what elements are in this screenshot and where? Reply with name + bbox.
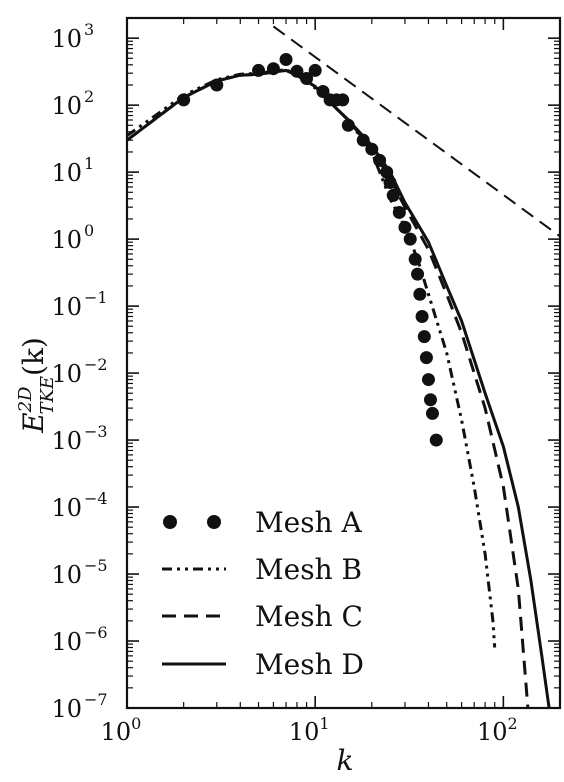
y-tick-exponent: 0: [84, 221, 94, 240]
y-label-base: E: [17, 412, 50, 433]
series-mesh-d: [127, 68, 551, 708]
y-tick-label: 10: [51, 92, 82, 120]
mesh-a-point: [419, 351, 433, 365]
mesh-a-point: [279, 53, 293, 67]
legend-label: Mesh D: [255, 648, 364, 681]
y-axis-label: E2DTKE(k): [15, 337, 58, 434]
y-tick-exponent: 3: [84, 20, 94, 39]
y-tick-label: 10: [51, 427, 82, 455]
x-tick-label: 101: [289, 714, 330, 746]
legend-marker: [163, 515, 177, 529]
series-line: [272, 25, 560, 238]
y-tick-label: 10: [51, 494, 82, 522]
y-tick-label: 10: [51, 628, 82, 656]
y-label-sup: 2D: [15, 386, 36, 413]
y-tick-label: 10: [51, 159, 82, 187]
y-tick-exponent: 2: [84, 87, 94, 106]
mesh-a-point: [429, 433, 443, 447]
mesh-a-point: [308, 63, 322, 77]
y-tick-exponent: −6: [84, 623, 108, 642]
x-axis-label: k: [337, 744, 354, 777]
mesh-a-point: [421, 373, 435, 387]
y-label-arg: (k): [17, 337, 50, 376]
legend-item-mesh-d: Mesh D: [162, 648, 364, 681]
y-tick-label: 10: [51, 561, 82, 589]
legend-label: Mesh A: [255, 506, 363, 539]
series-mesh-a: [177, 53, 443, 447]
mesh-a-point: [411, 267, 425, 281]
mesh-a-point: [417, 330, 431, 344]
mesh-a-point: [425, 406, 439, 420]
mesh-a-point: [423, 393, 437, 407]
legend-item-mesh-c: Mesh C: [162, 600, 363, 633]
x-tick-label: 102: [477, 714, 518, 746]
y-tick-label: 10: [51, 695, 82, 723]
y-tick-exponent: 1: [84, 154, 94, 173]
y-tick-exponent: −4: [84, 489, 108, 508]
series-reference-slope: [272, 25, 560, 238]
mesh-a-point: [413, 287, 427, 301]
x-axis: 100 101 102: [101, 18, 561, 746]
legend-item-mesh-a: Mesh A: [163, 506, 363, 539]
plot-border: [125, 16, 562, 710]
plot-frame: [125, 16, 562, 710]
x-tick-label: 100: [101, 714, 142, 746]
mesh-a-point: [415, 309, 429, 323]
series-line: [127, 68, 551, 708]
y-tick-label: 10: [51, 360, 82, 388]
series-layer: [127, 25, 560, 708]
y-tick-label: 10: [51, 293, 82, 321]
legend-item-mesh-b: Mesh B: [162, 553, 362, 586]
legend: Mesh A Mesh B Mesh C Mesh D: [162, 506, 364, 681]
mesh-a-point: [408, 252, 422, 266]
y-tick-label: 10: [51, 226, 82, 254]
legend-marker: [207, 515, 221, 529]
mesh-a-point: [336, 93, 350, 107]
y-tick-label: 10: [51, 25, 82, 53]
legend-label: Mesh B: [255, 553, 362, 586]
legend-label: Mesh C: [255, 600, 363, 633]
y-tick-exponent: −2: [84, 355, 108, 374]
y-label-sub: TKE: [37, 376, 58, 415]
svg-text:E2DTKE(k): E2DTKE(k): [15, 337, 58, 434]
y-tick-exponent: −5: [84, 556, 108, 575]
y-tick-exponent: −7: [84, 690, 108, 709]
y-tick-exponent: −3: [84, 422, 108, 441]
y-tick-exponent: −1: [84, 288, 108, 307]
